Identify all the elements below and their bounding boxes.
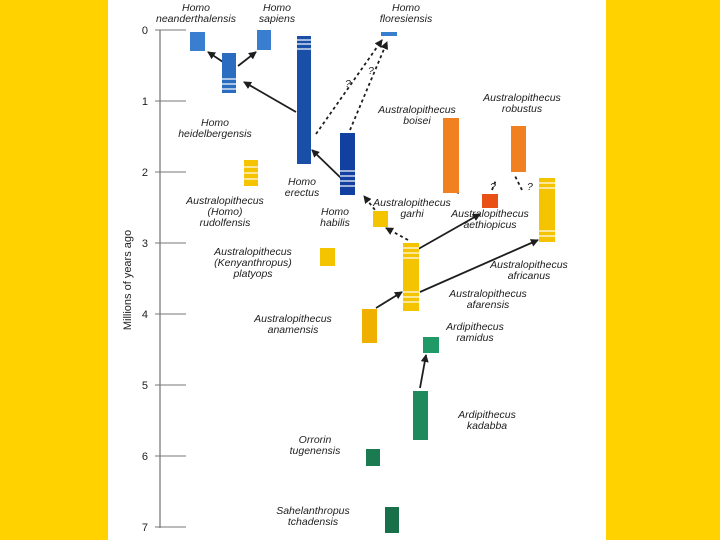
label-heidelbergensis: Homo heidelbergensis: [178, 117, 252, 140]
arrow-anamensis-to-afarensis: [375, 291, 403, 309]
uncertain-mark-3: ?: [490, 181, 496, 193]
tick-label-4: 4: [142, 309, 148, 321]
label-rudolfensis: Australopithecus (Homo) rudolfensis: [185, 195, 264, 229]
uncertain-mark-2: ?: [368, 65, 374, 77]
species-labels: Homo neanderthalensis Homo sapiens Homo flo…: [156, 2, 569, 528]
label-kadabba: Ardipithecus kadabba: [457, 409, 517, 432]
dashed-robustus-down: [514, 175, 523, 191]
label-africanus: Australopithecus africanus: [489, 259, 568, 282]
label-sapiens: Homo sapiens: [259, 2, 296, 25]
bar-sapiens: [257, 30, 271, 50]
bar-floresiensis: [381, 32, 397, 36]
label-neanderthalensis: Homo neanderthalensis: [156, 2, 237, 25]
label-erectus: Homo erectus: [285, 176, 320, 199]
bar-tugenensis: [366, 449, 380, 466]
arrow-afarensis-to-aethiopicus: [412, 213, 481, 253]
bar-robustus: [511, 126, 526, 172]
tick-label-1: 1: [142, 96, 148, 108]
dashed-erectus-to-floresiensis: [315, 39, 383, 135]
tick-label-3: 3: [142, 238, 148, 250]
dashed-aethiopicus-up: [491, 179, 497, 191]
label-tugenensis: Orrorin tugenensis: [290, 434, 342, 457]
species-bars: [190, 30, 555, 533]
time-axis: 0 1 2 3 4 5 6 7 Millions of years ago: [122, 25, 186, 534]
uncertain-mark-4: ?: [527, 181, 533, 193]
bar-anamensis: [362, 309, 377, 343]
dashed-afarensis-to-garhi: [385, 227, 409, 241]
label-floresiensis: Homo floresiensis: [380, 2, 433, 25]
bar-garhi: [373, 211, 388, 227]
uncertain-mark-1: ?: [345, 78, 351, 90]
dashed-habilis-to-floresiensis: [349, 41, 388, 131]
bar-boisei: [443, 118, 459, 193]
bar-kadabba: [413, 391, 428, 440]
label-boisei: Australopithecus boisei: [377, 104, 456, 127]
bar-platyops: [320, 248, 335, 266]
arrow-habilis-to-erectus: [311, 149, 344, 181]
tick-label-5: 5: [142, 380, 148, 392]
bar-africanus: [539, 178, 555, 242]
arrow-heidelbergensis-to-sapiens: [237, 51, 257, 67]
label-anamensis: Australopithecus anamensis: [253, 313, 332, 336]
uncertain-connectors: [315, 39, 523, 241]
bar-rudolfensis: [244, 160, 258, 186]
tick-label-7: 7: [142, 522, 148, 534]
label-afarensis: Australopithecus afarensis: [448, 288, 527, 311]
bar-habilis: [340, 133, 355, 195]
label-garhi: Australopithecus garhi: [372, 197, 451, 220]
bar-aethiopicus: [482, 194, 498, 208]
arrow-afarensis-to-africanus: [419, 239, 539, 293]
tick-label-0: 0: [142, 25, 148, 37]
label-ramidus: Ardipithecus ramidus: [445, 321, 505, 344]
bar-heidelbergensis: [222, 53, 236, 93]
bar-ramidus: [423, 337, 439, 353]
arrow-erectus-to-heidelbergensis: [243, 81, 297, 113]
lineage-connectors: [207, 51, 539, 389]
label-platyops: Australopithecus (Kenyanthropus) platyops: [213, 246, 292, 280]
axis-title: Millions of years ago: [122, 230, 134, 330]
label-aethiopicus: Australopithecus aethiopicus: [450, 208, 529, 231]
tick-label-6: 6: [142, 451, 148, 463]
label-habilis: Homo habilis: [320, 206, 351, 229]
tick-label-2: 2: [142, 167, 148, 179]
bar-erectus: [297, 36, 311, 164]
bar-afarensis: [403, 243, 419, 311]
label-robustus: Australopithecus robustus: [482, 92, 561, 115]
label-tchadensis: Sahelanthropus tchadensis: [276, 505, 350, 528]
diagram-panel: [108, 0, 606, 540]
bar-neanderthalensis: [190, 32, 205, 51]
arrow-kadabba-to-ramidus: [419, 354, 429, 389]
bar-tchadensis: [385, 507, 399, 533]
